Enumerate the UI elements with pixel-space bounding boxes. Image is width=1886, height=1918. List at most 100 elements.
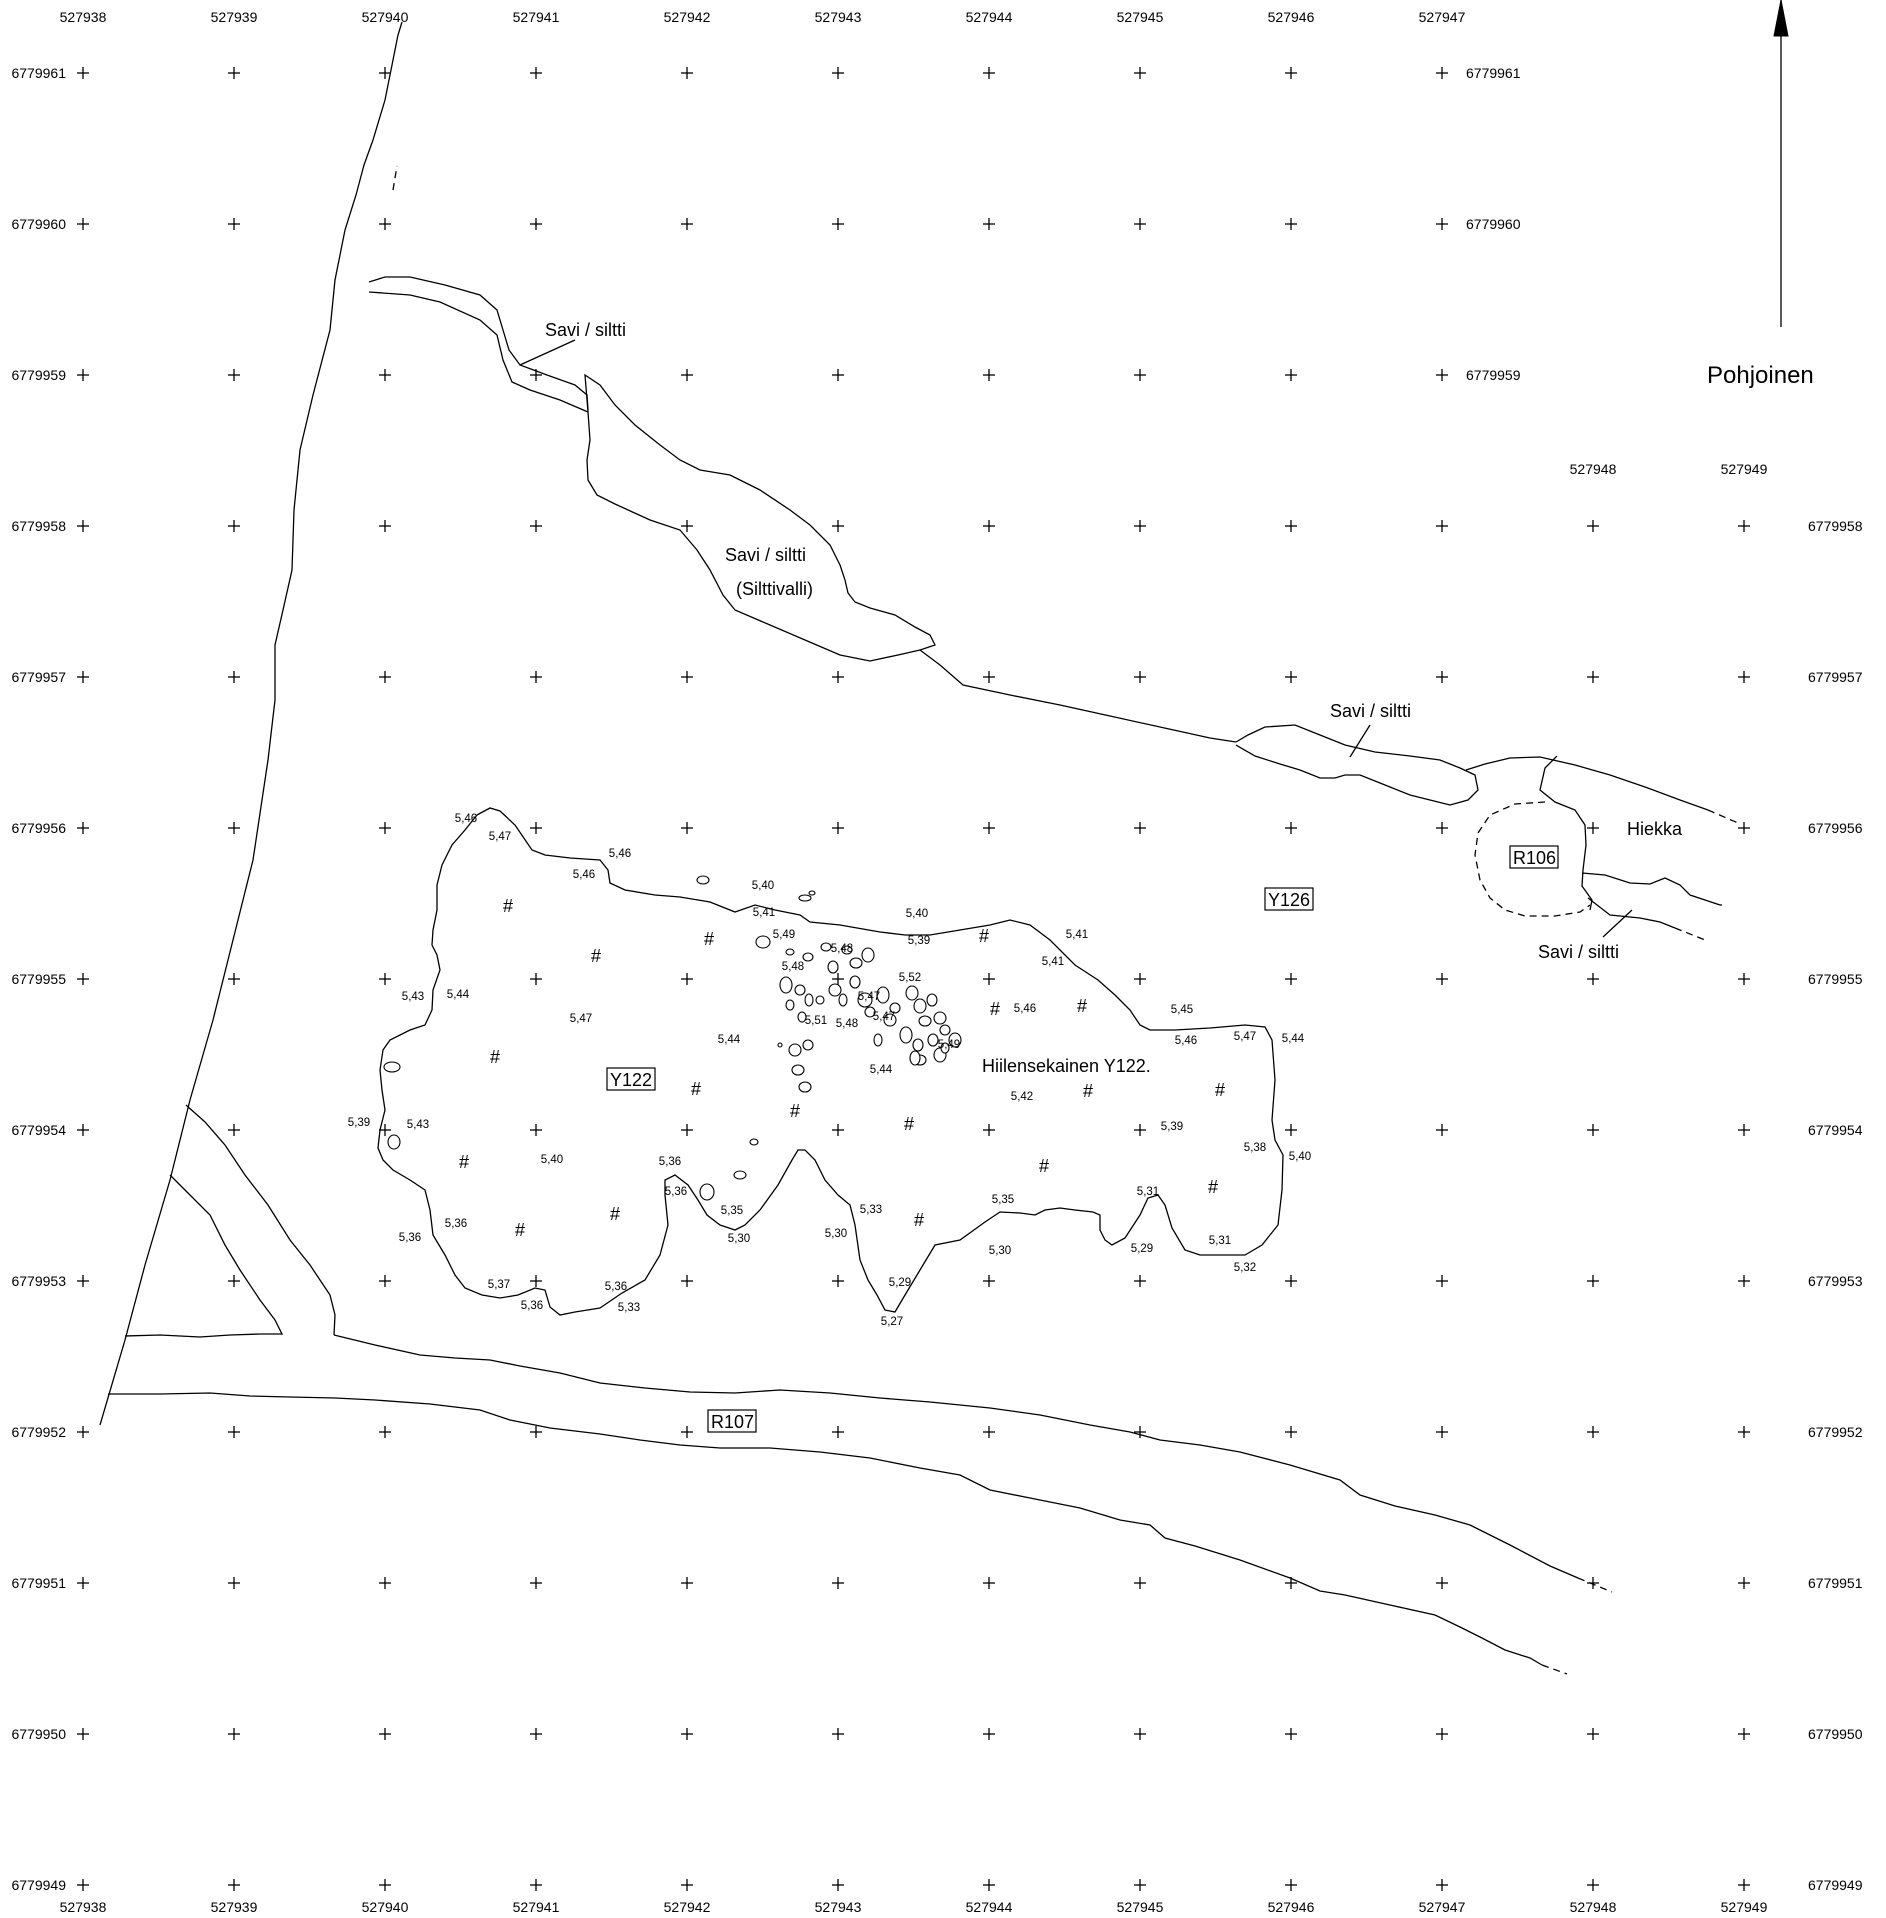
stone	[876, 986, 890, 1004]
elevation-label: 5,46	[1014, 1003, 1036, 1015]
grid-cross	[228, 218, 240, 230]
grid-cross	[1738, 1728, 1750, 1740]
hash-mark: #	[503, 896, 513, 916]
grid-cross	[77, 671, 89, 683]
grid-cross	[77, 822, 89, 834]
x-tick-bottom: 527942	[664, 1899, 711, 1915]
hash-mark: #	[610, 1204, 620, 1224]
grid-crosses	[77, 67, 1750, 1891]
channel-top-lower	[368, 291, 589, 413]
savi-strip-se-lower-dashed	[1674, 927, 1706, 941]
grid-cross	[1134, 520, 1146, 532]
x-tick-top: 527945	[1117, 9, 1164, 25]
elevation-label: 5,29	[1131, 1243, 1153, 1255]
grid-cross	[1738, 1577, 1750, 1589]
trench-edge-west-dashed-top	[392, 165, 398, 191]
y-tick-right: 6779956	[1808, 820, 1863, 836]
stone	[699, 1183, 715, 1201]
y-tick-right: 6779949	[1808, 1877, 1863, 1893]
elevation-label: 5,40	[541, 1154, 563, 1166]
y-tick-left: 6779960	[11, 216, 66, 232]
grid-cross	[983, 671, 995, 683]
grid-cross	[1436, 822, 1448, 834]
stone	[861, 947, 875, 963]
grid-cross	[983, 1879, 995, 1891]
y-tick-right: 6779954	[1808, 1122, 1863, 1138]
grid-cross	[1436, 520, 1448, 532]
grid-cross	[1134, 671, 1146, 683]
r107-upper-dashed	[1577, 1577, 1613, 1593]
grid-cross	[832, 1124, 844, 1136]
elevation-label: 5,27	[881, 1316, 903, 1328]
grid-cross	[681, 973, 693, 985]
grid-cross	[77, 520, 89, 532]
grid-cross	[379, 218, 391, 230]
grid-cross	[983, 218, 995, 230]
grid-cross	[1436, 1426, 1448, 1438]
x-tick-bottom: 527940	[362, 1899, 409, 1915]
stone	[864, 1006, 876, 1018]
stone	[749, 1138, 759, 1146]
stone	[785, 999, 795, 1011]
x-tick-bottom: 527947	[1419, 1899, 1466, 1915]
savi-strip-se-upper	[1581, 872, 1721, 906]
grid-cross	[681, 1124, 693, 1136]
stone	[926, 993, 938, 1007]
elevation-label: 5,36	[665, 1186, 687, 1198]
elevation-label: 5,41	[753, 907, 775, 919]
grid-cross	[1587, 1728, 1599, 1740]
grid-cross	[832, 1577, 844, 1589]
label-r107: R107	[711, 1412, 754, 1432]
elevation-label: 5,48	[831, 943, 853, 955]
grid-cross	[379, 1879, 391, 1891]
grid-cross	[77, 973, 89, 985]
y-tick-left: 6779954	[11, 1122, 66, 1138]
hash-mark: #	[1083, 1081, 1093, 1101]
grid-cross	[1285, 369, 1297, 381]
grid-cross	[681, 822, 693, 834]
grid-cross	[681, 1577, 693, 1589]
x-tick-top: 527938	[60, 9, 107, 25]
grid-cross	[379, 973, 391, 985]
grid-cross	[832, 1879, 844, 1891]
stone	[883, 1013, 897, 1027]
elevation-label: 5,40	[752, 880, 774, 892]
grid-cross	[379, 1275, 391, 1287]
stone	[798, 894, 812, 902]
grid-cross	[1285, 1728, 1297, 1740]
grid-cross	[1285, 67, 1297, 79]
grid-cross	[1134, 973, 1146, 985]
stone	[838, 993, 848, 1007]
stone	[889, 1002, 901, 1014]
hash-mark: #	[1208, 1177, 1218, 1197]
elevation-label: 5,30	[825, 1228, 847, 1240]
leader-savi-3	[1349, 724, 1371, 758]
grid-cross	[530, 1577, 542, 1589]
elevation-label: 5,47	[858, 991, 880, 1003]
grid-cross	[832, 822, 844, 834]
grid-cross	[530, 1275, 542, 1287]
y-tick-right: 6779958	[1808, 518, 1863, 534]
stone	[383, 1061, 401, 1073]
grid-cross	[228, 1879, 240, 1891]
grid-cross	[1285, 520, 1297, 532]
r107-upper	[333, 1334, 1579, 1579]
grid-cross	[530, 671, 542, 683]
y-tick-left: 6779952	[11, 1424, 66, 1440]
grid-cross	[228, 1728, 240, 1740]
grid-cross	[681, 1728, 693, 1740]
y-tick-left: 6779961	[11, 65, 66, 81]
charcoal-hash-marks: # # # # # # # # # # # # # # # # # #	[459, 896, 1225, 1240]
grid-cross	[1436, 1728, 1448, 1740]
stone	[794, 984, 806, 996]
grid-cross	[832, 520, 844, 532]
grid-cross	[228, 1426, 240, 1438]
elevation-label: 5,29	[889, 1277, 911, 1289]
elevation-label: 5,33	[860, 1204, 882, 1216]
stone	[387, 1134, 401, 1150]
grid-cross	[1738, 520, 1750, 532]
elevation-label: 5,30	[728, 1233, 750, 1245]
elevation-label: 5,39	[348, 1117, 370, 1129]
grid-cross	[1285, 1426, 1297, 1438]
label-hiilensekainen: Hiilensekainen Y122.	[982, 1056, 1151, 1076]
